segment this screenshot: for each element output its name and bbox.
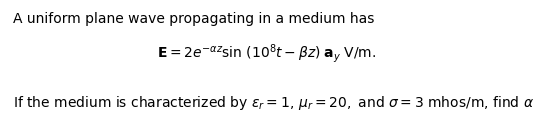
Text: A uniform plane wave propagating in a medium has: A uniform plane wave propagating in a me… [13, 12, 375, 26]
Text: If the medium is characterized by $\varepsilon_r = 1,\, \mu_r = 20,$ and $\sigma: If the medium is characterized by $\vare… [13, 94, 534, 112]
Text: $\mathbf{E} = 2e^{-\alpha z} \sin\,(10^8 t - \beta z)\;\mathbf{a}_y\text{ V/m.}$: $\mathbf{E} = 2e^{-\alpha z} \sin\,(10^8… [158, 42, 376, 65]
